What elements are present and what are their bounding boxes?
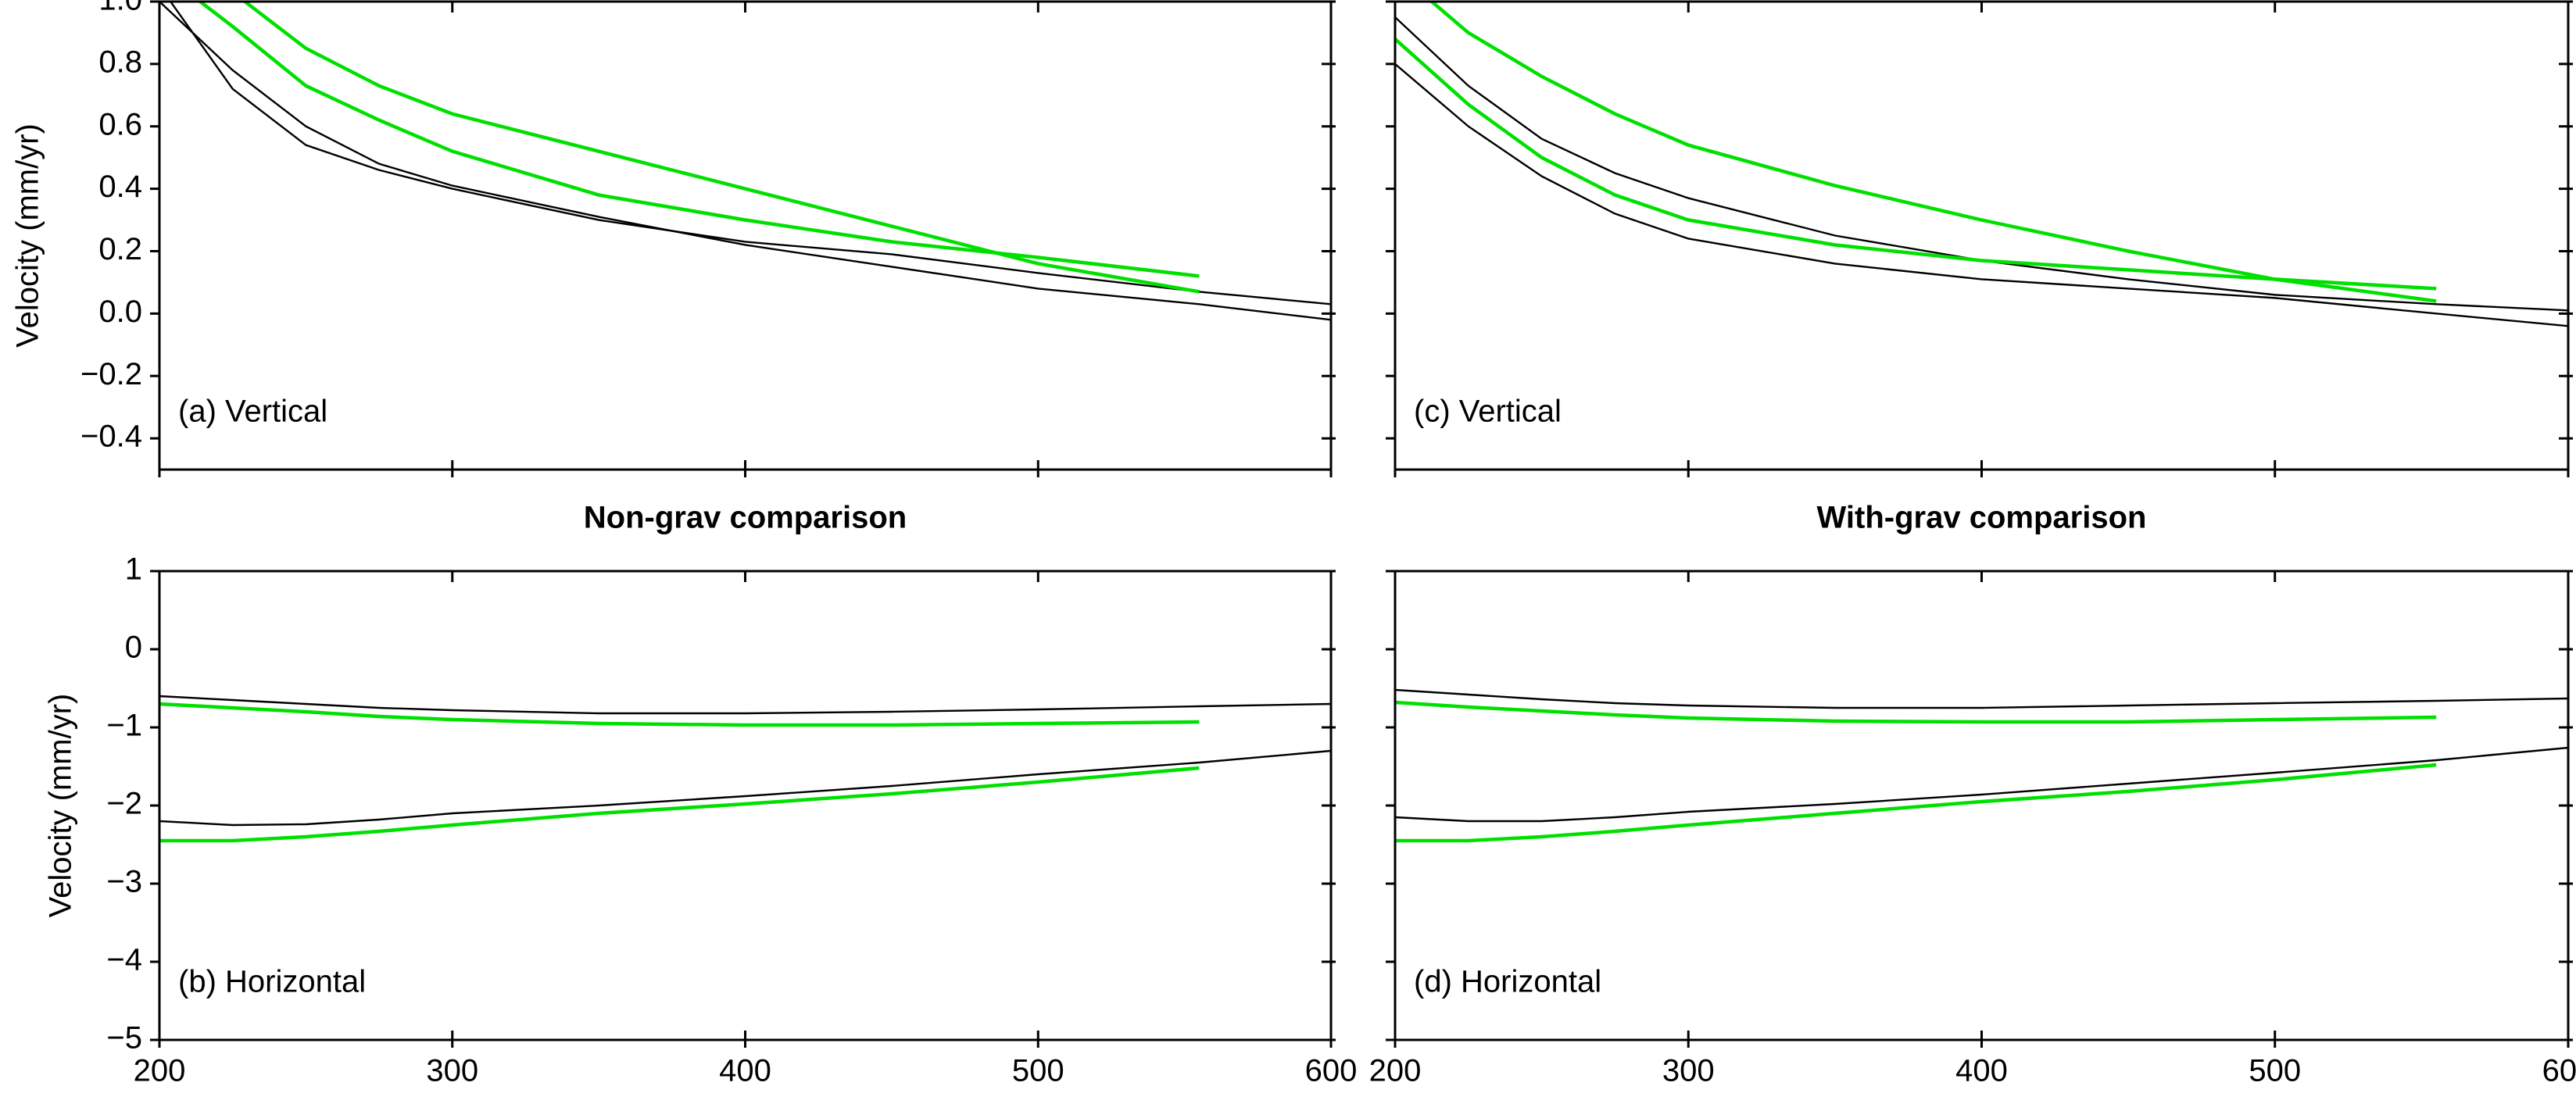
data-line — [159, 749, 1331, 827]
y-tick-label: 1 — [125, 552, 142, 587]
panel-title: With-grav comparison — [1817, 501, 2147, 535]
data-line — [1395, 688, 2568, 709]
y-tick-label: 0.4 — [98, 170, 142, 204]
y-tick-label: −4 — [106, 943, 142, 977]
x-tick-label: 300 — [1662, 1054, 1715, 1088]
plot-frame — [1394, 0, 2570, 471]
y-tick-label: 0.6 — [98, 107, 142, 141]
x-tick-label: 500 — [1012, 1054, 1064, 1088]
data-line — [1429, 2, 2437, 303]
plot-frame — [158, 0, 1333, 471]
data-line — [197, 2, 1200, 278]
y-tick-label: 1.0 — [98, 0, 142, 17]
y-tick-label: −0.2 — [80, 357, 142, 391]
panel: −5 −4 −3 −2 −1 0 1 200 300 400 500 600 (b) Horizonta… — [44, 501, 1358, 1088]
y-tick-label: 0 — [125, 631, 142, 665]
panel: (c) Vertical — [1386, 0, 2573, 477]
x-tick-label: 300 — [426, 1054, 478, 1088]
data-line — [1395, 16, 2568, 312]
data-line — [242, 2, 1200, 294]
y-tick-label: −3 — [106, 865, 142, 899]
panel-label: (a) Vertical — [178, 395, 327, 429]
y-tick-label: 0.8 — [98, 45, 142, 79]
panel-label: (d) Horizontal — [1414, 965, 1601, 999]
y-tick-label: −1 — [106, 709, 142, 743]
data-line — [1395, 63, 2568, 327]
data-line — [159, 702, 1200, 727]
panel-label: (b) Horizontal — [178, 965, 366, 999]
y-tick-label: 0.0 — [98, 295, 142, 329]
panel-title: Non-grav comparison — [584, 501, 907, 535]
data-line — [169, 2, 1331, 305]
x-tick-label: 400 — [719, 1054, 771, 1088]
data-line — [1395, 700, 2437, 724]
y-tick-label: −5 — [106, 1021, 142, 1056]
x-tick-label: 200 — [134, 1054, 186, 1088]
data-line — [159, 695, 1331, 715]
data-line — [1395, 746, 2568, 823]
panel: −0.4 −0.2 0.0 0.2 0.4 0.6 0.8 1.0 (a) Vertical Ve… — [11, 0, 1336, 477]
y-axis-label: Velocity (mm/yr) — [11, 123, 45, 348]
x-tick-label: 400 — [1955, 1054, 2008, 1088]
data-line — [1395, 763, 2437, 843]
data-line — [1395, 38, 2437, 291]
x-tick-label: 200 — [1369, 1054, 1422, 1088]
y-tick-label: −2 — [106, 787, 142, 821]
y-tick-label: −0.4 — [80, 420, 142, 454]
data-line — [159, 766, 1200, 843]
panel-label: (c) Vertical — [1414, 395, 1562, 429]
panel: 200 300 400 500 600 (d) Horizontal With-grav c… — [1369, 501, 2576, 1088]
y-tick-label: 0.2 — [98, 232, 142, 266]
data-line — [159, 2, 1331, 321]
x-tick-label: 600 — [2542, 1054, 2576, 1088]
y-axis-label: Velocity (mm/yr) — [44, 694, 78, 918]
x-tick-label: 600 — [1305, 1054, 1358, 1088]
x-tick-label: 500 — [2249, 1054, 2301, 1088]
